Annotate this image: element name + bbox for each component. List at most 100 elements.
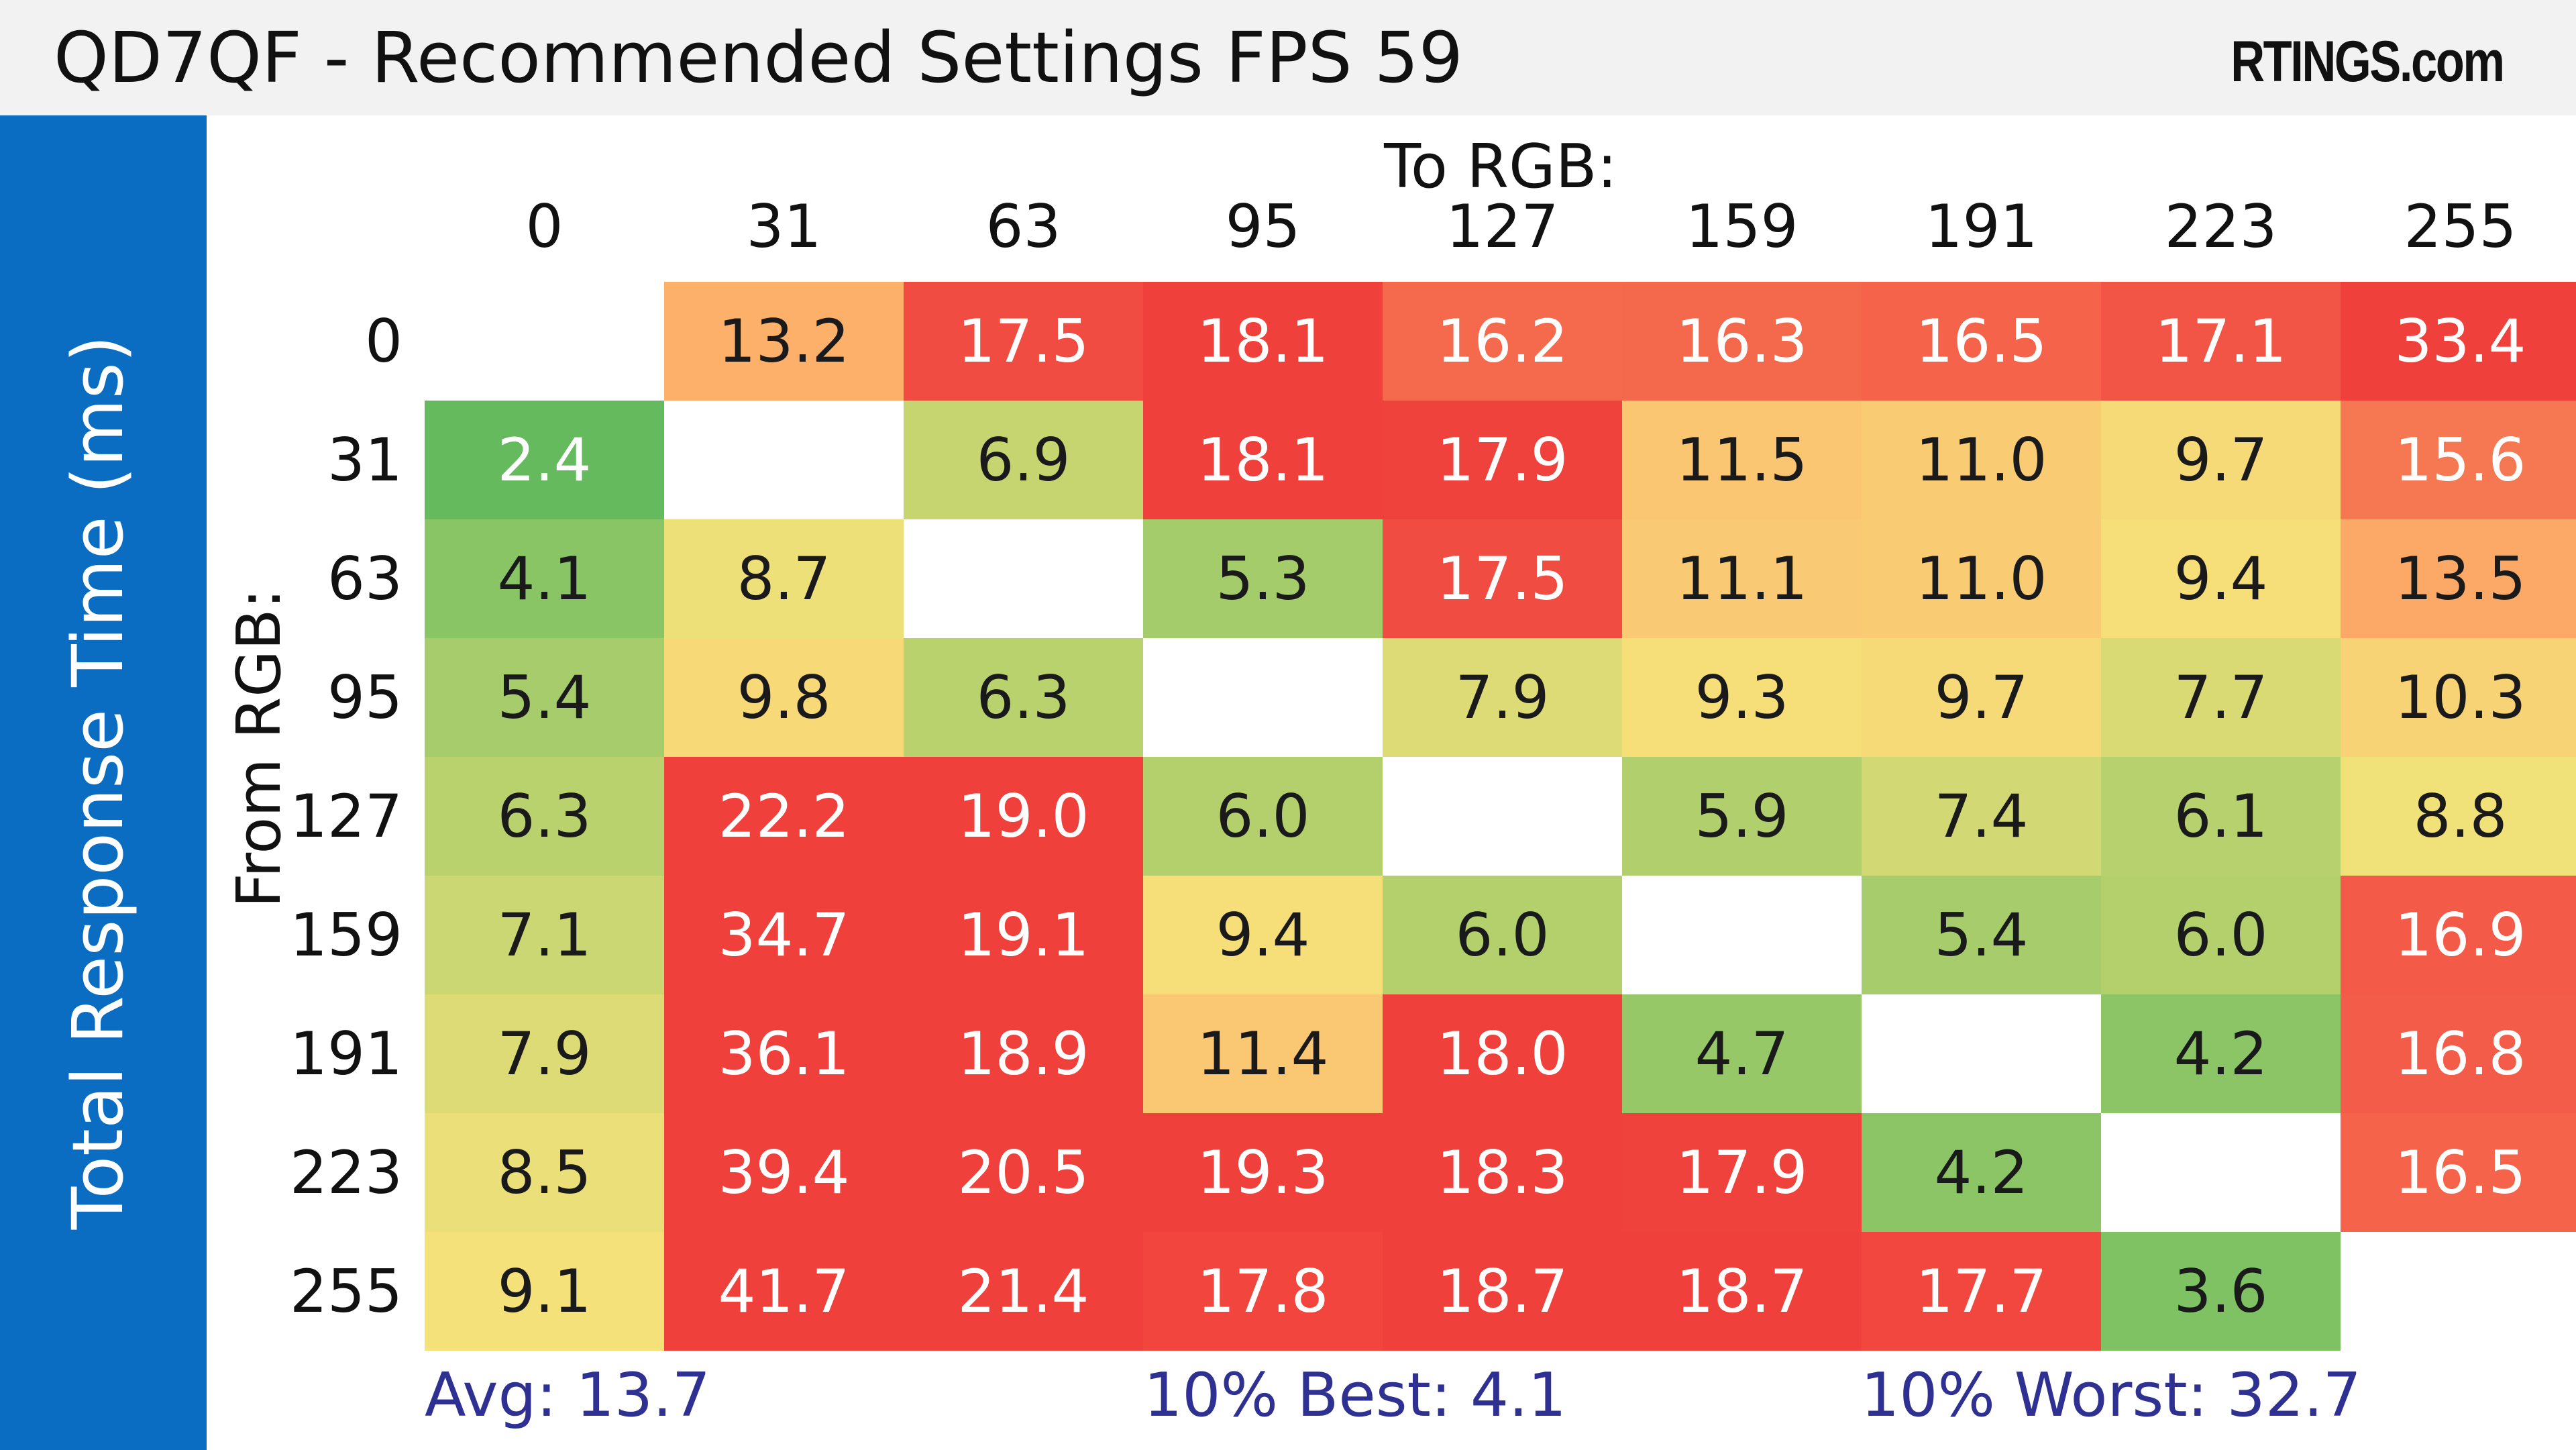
heatmap-cell: 4.7	[1622, 994, 1862, 1113]
heatmap-cell	[664, 401, 904, 519]
heatmap-cell: 16.2	[1383, 282, 1622, 401]
heatmap-cell	[2341, 1232, 2576, 1351]
heatmap-cell: 17.1	[2101, 282, 2341, 401]
heatmap-cell: 18.0	[1383, 994, 1622, 1113]
x-tick-31: 31	[746, 192, 822, 261]
x-tick-127: 127	[1446, 192, 1559, 261]
heatmap-cell: 39.4	[664, 1113, 904, 1232]
heatmap-cell: 13.2	[664, 282, 904, 401]
heatmap-cell: 17.5	[904, 282, 1143, 401]
heatmap-cell: 15.6	[2341, 401, 2576, 519]
y-tick-191: 191	[290, 1019, 402, 1088]
heatmap-cell: 3.6	[2101, 1232, 2341, 1351]
heatmap-cell: 11.4	[1143, 994, 1383, 1113]
heatmap-cell: 16.9	[2341, 876, 2576, 994]
heatmap-cell: 18.1	[1143, 401, 1383, 519]
heatmap-cell: 9.8	[664, 638, 904, 757]
heatmap-cell: 5.4	[1862, 876, 2101, 994]
heatmap-cell: 9.7	[2101, 401, 2341, 519]
heatmap-cell: 5.3	[1143, 519, 1383, 638]
heatmap-cell: 19.3	[1143, 1113, 1383, 1232]
heatmap-cell: 17.7	[1862, 1232, 2101, 1351]
heatmap-cell: 8.5	[425, 1113, 664, 1232]
heatmap-cell: 19.0	[904, 757, 1143, 876]
heatmap-cell	[2101, 1113, 2341, 1232]
heatmap-cell: 41.7	[664, 1232, 904, 1351]
heatmap-cell: 7.7	[2101, 638, 2341, 757]
stat-worst: 10% Worst: 32.7	[1861, 1360, 2361, 1431]
heatmap-cell	[1143, 638, 1383, 757]
heatmap-cell: 7.4	[1862, 757, 2101, 876]
stat-average: Avg: 13.7	[425, 1360, 711, 1431]
y-tick-0: 0	[365, 306, 402, 376]
heatmap-cell: 18.7	[1383, 1232, 1622, 1351]
heatmap-cell: 9.7	[1862, 638, 2101, 757]
y-tick-127: 127	[290, 781, 402, 851]
heatmap-cell: 18.9	[904, 994, 1143, 1113]
heatmap-cell: 6.0	[1143, 757, 1383, 876]
x-tick-95: 95	[1225, 192, 1301, 261]
heatmap-cell: 13.5	[2341, 519, 2576, 638]
heatmap-cell: 9.3	[1622, 638, 1862, 757]
y-axis-title: From RGB:	[224, 588, 294, 908]
x-axis-title: To RGB:	[1384, 132, 1617, 202]
heatmap-cell: 17.5	[1383, 519, 1622, 638]
heatmap-cell: 16.5	[2341, 1113, 2576, 1232]
heatmap-cell	[1622, 876, 1862, 994]
x-tick-159: 159	[1685, 192, 1799, 261]
heatmap-cell: 7.9	[1383, 638, 1622, 757]
heatmap-cell: 18.1	[1143, 282, 1383, 401]
heatmap-cell: 19.1	[904, 876, 1143, 994]
heatmap-cell	[1862, 994, 2101, 1113]
heatmap-cell: 36.1	[664, 994, 904, 1113]
y-tick-255: 255	[290, 1256, 402, 1326]
heatmap-cell: 17.9	[1622, 1113, 1862, 1232]
heatmap-cell: 9.4	[2101, 519, 2341, 638]
heatmap-cell: 7.1	[425, 876, 664, 994]
heatmap-cell	[1383, 757, 1622, 876]
heatmap-cell: 7.9	[425, 994, 664, 1113]
heatmap-cell: 17.8	[1143, 1232, 1383, 1351]
heatmap-cell: 4.2	[1862, 1113, 2101, 1232]
heatmap-cell: 9.1	[425, 1232, 664, 1351]
heatmap-cell: 18.3	[1383, 1113, 1622, 1232]
x-tick-63: 63	[985, 192, 1061, 261]
heatmap-cell: 10.3	[2341, 638, 2576, 757]
heatmap-cell: 6.9	[904, 401, 1143, 519]
heatmap-cell: 4.2	[2101, 994, 2341, 1113]
y-tick-63: 63	[327, 543, 402, 613]
title-bar: QD7QF - Recommended Settings FPS 59 RTIN…	[0, 0, 2576, 115]
y-tick-31: 31	[327, 425, 402, 495]
heatmap-cell: 17.9	[1383, 401, 1622, 519]
x-tick-255: 255	[2404, 192, 2517, 261]
heatmap-cell: 21.4	[904, 1232, 1143, 1351]
y-tick-159: 159	[290, 900, 402, 970]
heatmap-cell: 6.3	[904, 638, 1143, 757]
x-tick-223: 223	[2164, 192, 2277, 261]
heatmap-cell: 6.1	[2101, 757, 2341, 876]
heatmap-cell: 6.0	[2101, 876, 2341, 994]
y-tick-223: 223	[290, 1137, 402, 1207]
heatmap-cell: 4.1	[425, 519, 664, 638]
heatmap-cell: 5.9	[1622, 757, 1862, 876]
heatmap-cell: 33.4	[2341, 282, 2576, 401]
heatmap-cell: 34.7	[664, 876, 904, 994]
heatmap-cell: 22.2	[664, 757, 904, 876]
y-tick-95: 95	[327, 662, 402, 732]
heatmap-cell: 16.3	[1622, 282, 1862, 401]
heatmap-cell: 11.5	[1622, 401, 1862, 519]
heatmap-cell: 11.0	[1862, 519, 2101, 638]
heatmap-cell: 5.4	[425, 638, 664, 757]
heatmap-cell: 8.7	[664, 519, 904, 638]
heatmap-cell	[904, 519, 1143, 638]
x-tick-191: 191	[1925, 192, 2038, 261]
page-title: QD7QF - Recommended Settings FPS 59	[54, 17, 1463, 99]
heatmap-cell	[425, 282, 664, 401]
x-tick-0: 0	[525, 192, 564, 261]
y-axis-metric-label: Total Response Time (ms)	[57, 335, 139, 1230]
heatmap-cell: 20.5	[904, 1113, 1143, 1232]
side-band	[0, 115, 207, 1450]
heatmap-cell: 16.5	[1862, 282, 2101, 401]
heatmap-cell: 2.4	[425, 401, 664, 519]
brand-logo: RTINGS.com	[2231, 30, 2506, 94]
